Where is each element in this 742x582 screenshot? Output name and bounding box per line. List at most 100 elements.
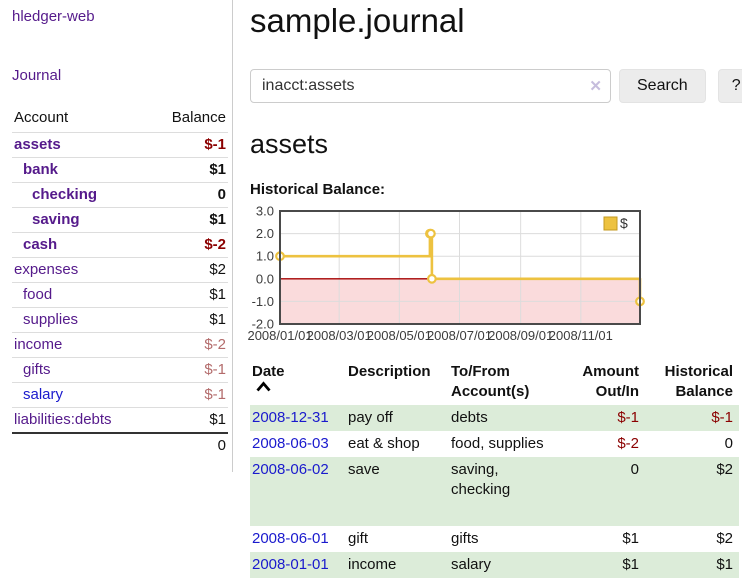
transaction-description: save xyxy=(348,461,380,478)
sidebar-nav: Journal xyxy=(12,67,228,85)
transaction-date-link[interactable]: 2008-06-01 xyxy=(252,530,329,547)
account-link[interactable]: cash xyxy=(23,236,58,253)
transaction-description: eat & shop xyxy=(348,435,420,452)
search-button[interactable]: Search xyxy=(619,69,706,103)
historical-balance-chart[interactable]: $3.0 2.0 1.0 0.0 -1.0 -2.0 2008/01/01 2008/03/0… xyxy=(247,204,742,346)
register-header-description: Description xyxy=(348,363,431,380)
account-row: bank $1 xyxy=(12,157,228,183)
account-row: expenses $2 xyxy=(12,257,228,283)
account-balance: $-1 xyxy=(149,132,228,158)
transaction-accounts: food, supplies xyxy=(451,435,544,452)
account-balance: 0 xyxy=(149,182,228,208)
register-header-amount: Amount Out/In xyxy=(582,363,639,400)
sort-ascending-icon xyxy=(256,381,271,392)
chart-title: Historical Balance: xyxy=(250,181,386,198)
account-row: supplies $1 xyxy=(12,307,228,333)
account-balance: $2 xyxy=(149,257,228,283)
register-table-body: 2008-12-31 pay off debts $-1 $-1 2008-06-03 ea… xyxy=(250,405,739,578)
clear-search-icon[interactable]: ✕ xyxy=(589,78,602,95)
transaction-description: pay off xyxy=(348,409,393,426)
account-link[interactable]: saving xyxy=(32,211,80,228)
account-row: assets $-1 xyxy=(12,132,228,158)
account-heading: assets xyxy=(250,129,329,159)
transaction-amount: $1 xyxy=(622,556,639,573)
account-balance: $1 xyxy=(149,282,228,308)
account-link[interactable]: salary xyxy=(23,386,64,403)
table-row: 2008-06-01 gift gifts $1 $2 xyxy=(250,526,739,552)
search-box: ✕ xyxy=(250,69,611,103)
register-header-date[interactable]: Date xyxy=(250,359,346,405)
transaction-amount: $-1 xyxy=(617,409,639,426)
accounts-header-balance: Balance xyxy=(171,109,226,126)
account-balance: $-2 xyxy=(149,232,228,258)
account-link[interactable]: expenses xyxy=(14,261,79,278)
account-link[interactable]: checking xyxy=(32,186,98,203)
account-row: food $1 xyxy=(12,282,228,308)
account-balance: $1 xyxy=(149,207,228,233)
table-row: 2008-06-03 eat & shop food, supplies $-2 0 xyxy=(250,431,739,457)
transaction-accounts: saving, checking xyxy=(451,461,511,498)
accounts-total-value: 0 xyxy=(149,432,228,458)
account-row: salary $-1 xyxy=(12,382,228,408)
search-input[interactable] xyxy=(250,69,611,103)
account-balance: $1 xyxy=(149,157,228,183)
svg-text:2008/11/01: 2008/11/01 xyxy=(549,328,613,343)
help-button[interactable]: ? xyxy=(717,69,742,103)
sidebar-item-journal[interactable]: Journal xyxy=(12,67,62,84)
accounts-table-body: assets $-1 bank $1 checking 0 saving $1 cash $-2 e… xyxy=(12,132,228,433)
account-link[interactable]: bank xyxy=(23,161,59,178)
svg-text:2008/03/01: 2008/03/01 xyxy=(307,328,372,343)
account-balance: $-1 xyxy=(149,357,228,383)
transaction-date-link[interactable]: 2008-12-31 xyxy=(252,409,329,426)
account-link[interactable]: supplies xyxy=(23,311,79,328)
transaction-balance: $-1 xyxy=(711,409,733,426)
accounts-header-row: Account Balance xyxy=(12,105,228,133)
account-row: saving $1 xyxy=(12,207,228,233)
svg-text:0.0: 0.0 xyxy=(256,271,274,286)
transaction-balance: $2 xyxy=(716,530,733,547)
transaction-date-link[interactable]: 2008-06-02 xyxy=(252,461,329,478)
svg-text:2008/01/01: 2008/01/01 xyxy=(247,328,312,343)
account-row: income $-2 xyxy=(12,332,228,358)
data-point-marker xyxy=(426,273,437,284)
data-point-marker xyxy=(426,228,436,239)
account-row: checking 0 xyxy=(12,182,228,208)
transaction-amount: 0 xyxy=(630,461,639,478)
transaction-amount: $1 xyxy=(622,530,639,547)
chart-legend: $ xyxy=(603,215,628,231)
accounts-table: Account Balance assets $-1 bank $1 checking 0… xyxy=(12,105,228,458)
svg-text:3.0: 3.0 xyxy=(256,204,274,219)
transaction-description: income xyxy=(348,556,397,573)
account-link[interactable]: assets xyxy=(14,136,61,153)
transaction-accounts: debts xyxy=(451,409,488,426)
account-link[interactable]: gifts xyxy=(23,361,51,378)
accounts-total-row: 0 xyxy=(12,432,228,458)
legend-label: $ xyxy=(620,215,628,231)
transaction-accounts: gifts xyxy=(451,530,479,547)
svg-text:1.0: 1.0 xyxy=(256,249,274,264)
table-row: 2008-01-01 income salary $1 $1 xyxy=(250,552,739,578)
table-row: 2008-12-31 pay off debts $-1 $-1 xyxy=(250,405,739,431)
account-link[interactable]: income xyxy=(14,336,63,353)
transaction-description: gift xyxy=(348,530,369,547)
sidebar: hledger-web Journal Account Balance asse… xyxy=(0,0,233,472)
register-header-row: Date Description To/From Account(s) Amou… xyxy=(250,359,739,405)
account-balance: $-1 xyxy=(149,382,228,408)
app-title[interactable]: hledger-web xyxy=(12,8,95,25)
account-link[interactable]: liabilities:debts xyxy=(14,411,112,428)
transaction-balance: 0 xyxy=(724,435,733,452)
transaction-balance: $1 xyxy=(716,556,733,573)
transaction-date-link[interactable]: 2008-01-01 xyxy=(252,556,329,573)
svg-text:2.0: 2.0 xyxy=(256,226,274,241)
register-header-balance: Historical Balance xyxy=(664,363,733,400)
transaction-balance: $2 xyxy=(716,461,733,478)
chart-svg: $3.0 2.0 1.0 0.0 -1.0 -2.02008/01/012008/03/0… xyxy=(247,204,645,343)
main-content: sample.journal ✕ Search ? assets Histori… xyxy=(233,0,742,578)
transaction-accounts: salary xyxy=(451,556,492,573)
svg-text:-2.0: -2.0 xyxy=(252,317,274,332)
svg-text:-1.0: -1.0 xyxy=(252,294,274,309)
accounts-total-label xyxy=(12,432,150,458)
account-row: cash $-2 xyxy=(12,232,228,258)
account-link[interactable]: food xyxy=(23,286,53,303)
transaction-date-link[interactable]: 2008-06-03 xyxy=(252,435,329,452)
